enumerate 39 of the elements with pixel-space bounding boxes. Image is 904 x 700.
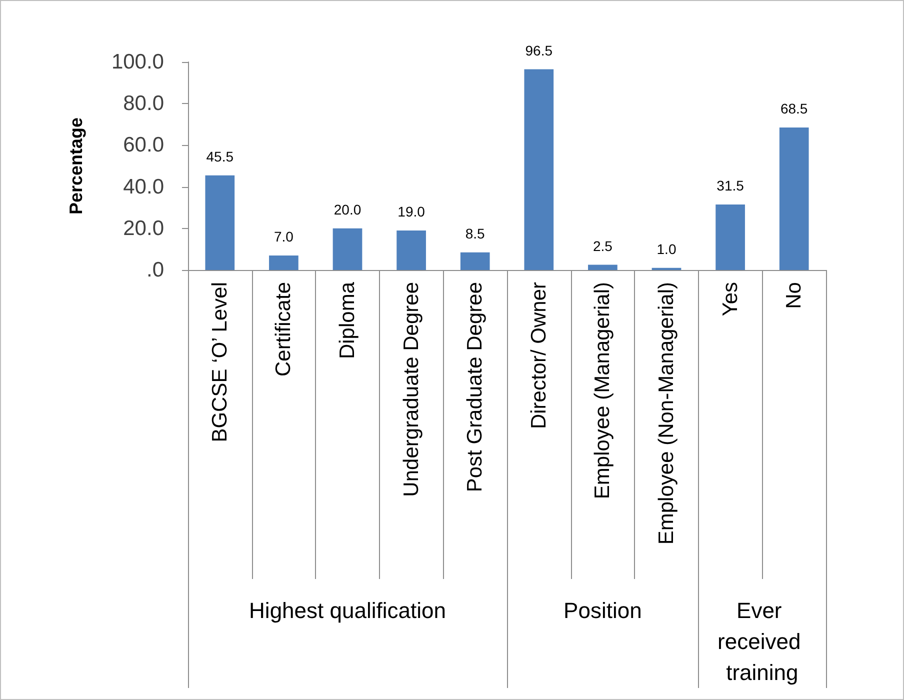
bar — [779, 128, 809, 270]
bar — [396, 230, 426, 270]
bar — [588, 264, 618, 270]
bar — [460, 252, 490, 270]
data-label: 1.0 — [656, 240, 676, 257]
y-tick-label: 80.0 — [123, 92, 164, 116]
data-label: 8.5 — [465, 225, 486, 242]
data-label: 96.5 — [525, 42, 553, 58]
data-label: 68.5 — [780, 100, 808, 117]
y-tick-label: 40.0 — [123, 175, 164, 198]
x-tick-label: Employee (Non-Managerial) — [655, 282, 678, 545]
y-tick-label: .0 — [146, 258, 164, 282]
x-tick-label: Yes — [718, 282, 742, 316]
x-tick-label: No — [782, 282, 806, 309]
data-label: 45.5 — [206, 148, 234, 164]
bar — [524, 69, 554, 270]
x-tick-label: Employee (Managerial) — [591, 282, 614, 500]
x-tick-label: Undergraduate Degree — [400, 282, 423, 497]
bar — [269, 255, 298, 270]
text: Position — [564, 598, 642, 623]
x-tick-label: Certificate — [272, 282, 296, 377]
x-tick-label: Post Graduate Degree — [464, 282, 487, 492]
x-tick-label: Director/ Owner — [527, 282, 550, 430]
x-tick-label: BGCSE ‘O’ Level — [208, 282, 232, 442]
y-tick-label: 100.0 — [111, 50, 164, 74]
data-label: 7.0 — [274, 228, 294, 244]
y-axis-title: Percentage — [66, 117, 86, 215]
data-label: 2.5 — [592, 238, 613, 254]
text: Ever received training — [718, 598, 807, 685]
data-label: 31.5 — [716, 177, 744, 194]
data-label: 19.0 — [398, 203, 426, 220]
y-tick-label: 20.0 — [123, 216, 164, 240]
bar — [716, 204, 745, 270]
y-tick-label: 60.0 — [123, 134, 164, 157]
bar — [332, 228, 362, 270]
bar — [205, 175, 235, 270]
data-label: 20.0 — [334, 201, 362, 218]
text: Highest qualification — [249, 598, 446, 623]
x-tick-label: Diploma — [336, 282, 359, 360]
